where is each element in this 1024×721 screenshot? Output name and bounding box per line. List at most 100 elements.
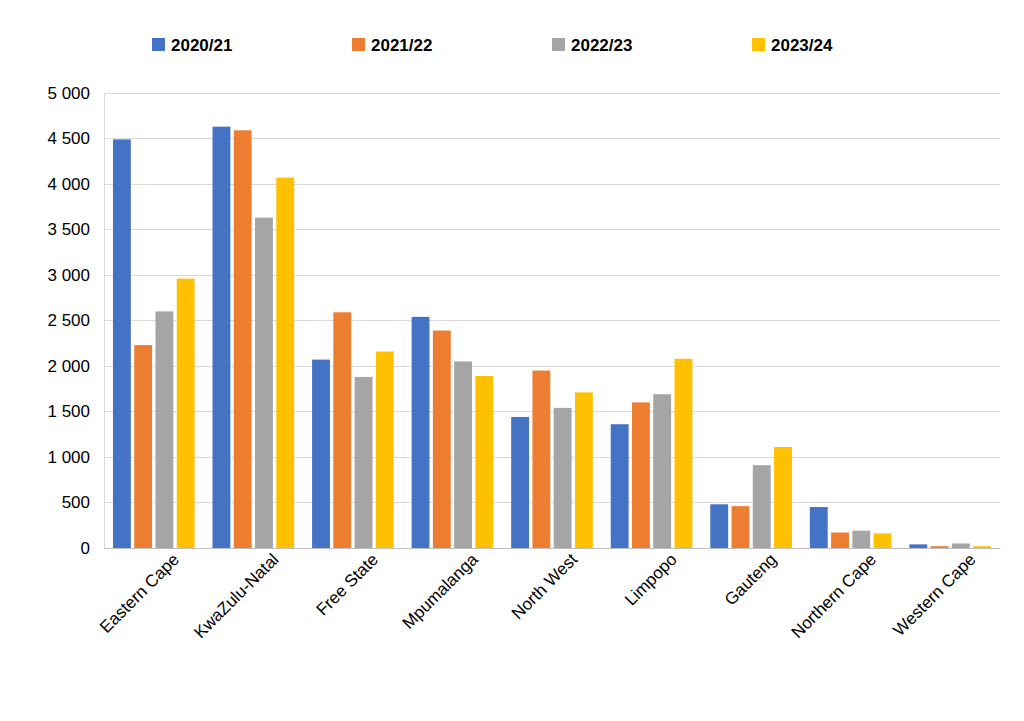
bar [753,465,771,548]
y-tick: 5 000 [47,84,104,103]
bar [632,402,650,548]
x-tick-label: Eastern Cape [96,550,183,637]
bar [952,543,970,548]
bar [874,533,892,548]
legend-swatch [352,38,365,51]
x-tick: Mpumalanga [399,548,482,633]
x-tick: Eastern Cape [96,548,183,637]
x-tick: KwaZulu-Natal [190,548,282,642]
bar [155,311,173,548]
y-tick-label: 1 500 [47,402,90,421]
y-axis-line [104,94,105,549]
bar [333,312,351,548]
x-tick: North West [508,548,582,623]
y-tick-label: 3 500 [47,220,90,239]
bar [852,531,870,548]
legend-label: 2020/21 [171,36,232,55]
bars [113,127,991,548]
y-tick-label: 2 500 [47,311,90,330]
bar [412,317,430,548]
bar [376,351,394,548]
x-tick: Limpopo [621,548,681,609]
bar [355,377,373,548]
x-tick-label: Northern Cape [788,550,880,642]
y-axis: 0 500 1 000 1 500 2 000 2 500 3 000 3 500 4 000 4… [47,84,104,558]
legend-swatch [552,38,565,51]
legend-label: 2023/24 [771,36,833,55]
y-tick: 1 000 [47,448,104,467]
x-axis: Eastern CapeKwaZulu-Natal Free StateMpuma… [96,548,1000,642]
y-tick-label: 4 500 [47,129,90,148]
bar [575,392,593,548]
bar [831,533,849,548]
legend-swatch [752,38,765,51]
bar [532,371,550,548]
x-axis-line [105,548,1001,549]
y-tick-label: 2 000 [47,357,90,376]
bar [276,178,294,548]
x-tick-label: North West [508,550,582,624]
bar [710,504,728,548]
y-tick-label: 1 000 [47,448,90,467]
y-tick: 4 500 [47,129,104,148]
bar [255,218,273,548]
bar-series [113,127,927,548]
y-tick-label: 0 [81,539,90,558]
bar [909,544,927,548]
bar [134,345,152,548]
x-tick-label: Free State [313,550,383,620]
legend-item: 2023/24 [752,36,833,55]
legend-item: 2020/21 [152,36,232,55]
bar [475,376,493,548]
bar [931,546,949,548]
bar [774,447,792,548]
bar [810,507,828,548]
bar [511,417,529,548]
plot: 0 500 1 000 1 500 2 000 2 500 3 000 3 500 4 000 4… [47,84,1000,642]
bar-series [134,130,948,548]
y-tick: 2 000 [47,357,104,376]
grid-line [104,93,1000,94]
x-tick-label: KwaZulu-Natal [190,550,282,642]
bar [177,279,195,548]
chart: 0 500 1 000 1 500 2 000 2 500 3 000 3 500 4 000 4… [0,0,1024,721]
y-tick: 500 [62,493,104,512]
x-tick-label: Mpumalanga [399,549,482,632]
y-tick: 3 500 [47,220,104,239]
bar [312,360,330,548]
x-tick-label: Limpopo [621,550,681,610]
y-tick-label: 3 000 [47,266,90,285]
y-tick-label: 4 000 [47,175,90,194]
y-tick: 1 500 [47,402,104,421]
y-tick: 0 [81,539,104,558]
y-tick-label: 500 [62,493,90,512]
bar [454,361,472,548]
bar [973,546,991,548]
x-tick: Free State [313,548,383,619]
bar [653,394,671,548]
legend-label: 2022/23 [571,36,632,55]
legend-item: 2022/23 [552,36,632,55]
bar-series [177,178,991,548]
bar [113,139,131,548]
x-tick: Western Cape [889,548,979,640]
legend-label: 2021/22 [371,36,432,55]
bar [433,331,451,548]
legend-swatch [152,38,165,51]
legend-item: 2021/22 [352,36,432,55]
legend: 2020/21 2021/22 2022/23 2023/24 [152,36,833,55]
bar [213,127,231,548]
y-tick: 2 500 [47,311,104,330]
x-tick: Gauteng [721,548,781,609]
y-tick: 4 000 [47,175,104,194]
x-tick: Northern Cape [788,548,880,642]
bar [675,359,693,548]
bar [732,506,750,548]
x-tick-label: Western Cape [889,550,979,640]
bar [234,130,252,548]
y-tick-label: 5 000 [47,84,90,103]
grid [104,93,1000,548]
y-tick: 3 000 [47,266,104,285]
x-tick-label: Gauteng [721,550,781,610]
bar [554,408,572,548]
